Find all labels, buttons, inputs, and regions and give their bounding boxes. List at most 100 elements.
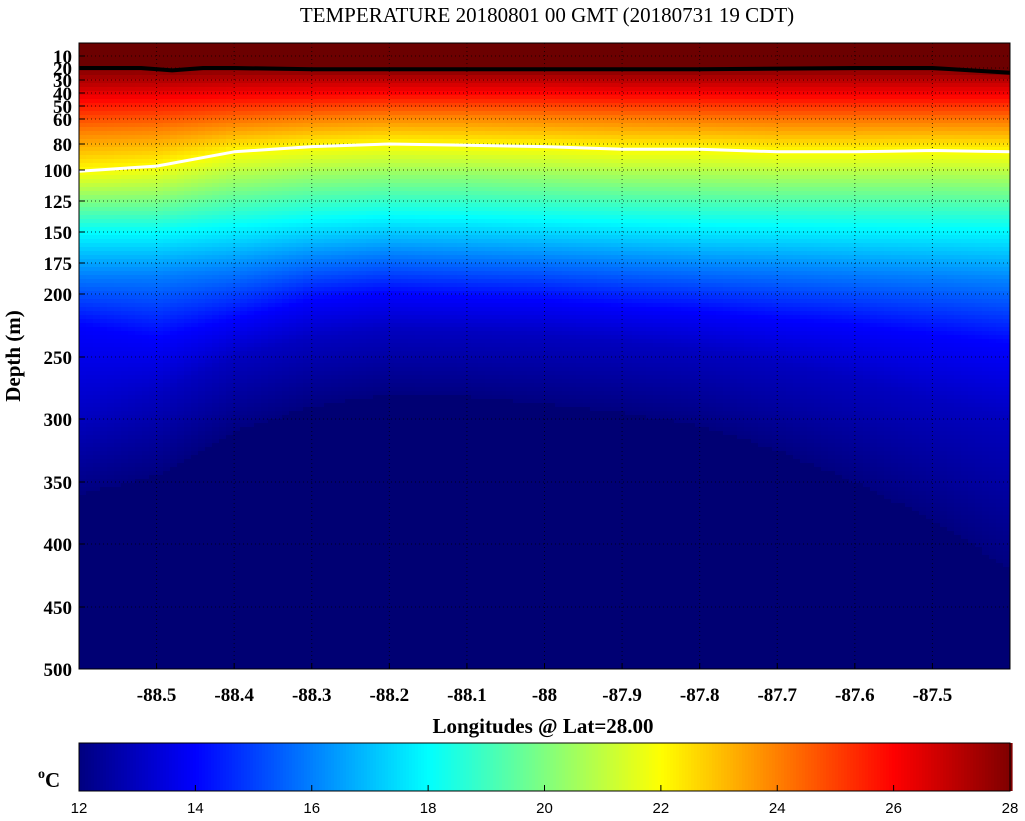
heatmap-cell [86,567,94,572]
heatmap-cell [128,283,136,288]
heatmap-cell [275,251,283,256]
heatmap-cell [170,59,178,64]
heatmap-cell [128,519,136,524]
heatmap-cell [275,55,283,60]
heatmap-cell [121,155,129,160]
heatmap-cell [93,335,101,340]
heatmap-cell [170,491,178,496]
heatmap-cell [191,331,199,336]
heatmap-cell [240,223,248,228]
heatmap-cell [128,75,136,80]
heatmap-cell [240,427,248,432]
heatmap-cell [93,191,101,196]
heatmap-cell [247,247,255,252]
heatmap-cell [247,203,255,208]
heatmap-cell [177,431,185,436]
heatmap-cell [268,503,276,508]
heatmap-cell [93,339,101,344]
heatmap-cell [184,127,192,132]
heatmap-cell [282,435,290,440]
heatmap-cell [275,167,283,172]
heatmap-cell [289,191,297,196]
heatmap-cell [198,91,206,96]
heatmap-cell [191,451,199,456]
heatmap-cell [163,631,171,636]
heatmap-cell [261,591,269,596]
heatmap-cell [177,279,185,284]
heatmap-cell [86,639,94,644]
heatmap-cell [240,547,248,552]
heatmap-cell [226,503,234,508]
heatmap-cell [289,503,297,508]
heatmap-cell [156,223,164,228]
heatmap-cell [212,183,220,188]
heatmap-cell [289,199,297,204]
heatmap-cell [289,183,297,188]
heatmap-cell [170,499,178,504]
heatmap-cell [93,623,101,628]
heatmap-cell [184,435,192,440]
heatmap-cell [79,179,87,184]
heatmap-cell [156,611,164,616]
heatmap-cell [289,223,297,228]
heatmap-cell [163,387,171,392]
heatmap-cell [261,71,269,76]
heatmap-cell [240,387,248,392]
heatmap-cell [114,87,122,92]
heatmap-cell [135,95,143,100]
heatmap-cell [93,263,101,268]
heatmap-cell [254,575,262,580]
heatmap-cell [226,427,234,432]
heatmap-cell [107,387,115,392]
heatmap-cell [79,215,87,220]
heatmap-cell [163,379,171,384]
heatmap-cell [240,575,248,580]
heatmap-cell [79,383,87,388]
heatmap-cell [191,383,199,388]
heatmap-cell [107,87,115,92]
heatmap-cell [128,387,136,392]
heatmap-cell [184,187,192,192]
heatmap-cell [226,195,234,200]
heatmap-cell [128,83,136,88]
heatmap-cell [212,503,220,508]
heatmap-cell [184,291,192,296]
heatmap-cell [107,523,115,528]
heatmap-cell [107,111,115,116]
heatmap-cell [247,555,255,560]
heatmap-cell [170,163,178,168]
heatmap-cell [86,243,94,248]
heatmap-cell [226,655,234,660]
heatmap-cell [191,507,199,512]
heatmap-cell [212,431,220,436]
heatmap-cell [142,79,150,84]
heatmap-cell [149,283,157,288]
heatmap-cell [177,79,185,84]
heatmap-cell [128,375,136,380]
heatmap-cell [156,479,164,484]
heatmap-cell [170,479,178,484]
heatmap-cell [142,171,150,176]
heatmap-cell [121,207,129,212]
heatmap-cell [163,571,171,576]
heatmap-cell [205,347,213,352]
heatmap-cell [86,279,94,284]
heatmap-cell [128,627,136,632]
heatmap-cell [114,267,122,272]
heatmap-cell [233,207,241,212]
heatmap-cell [268,195,276,200]
heatmap-cell [268,123,276,128]
heatmap-cell [114,295,122,300]
heatmap-cell [254,483,262,488]
heatmap-cell [289,107,297,112]
heatmap-cell [212,223,220,228]
heatmap-cell [156,311,164,316]
heatmap-cell [247,403,255,408]
heatmap-cell [149,179,157,184]
heatmap-cell [142,591,150,596]
heatmap-cell [114,395,122,400]
heatmap-cell [247,603,255,608]
heatmap-cell [289,79,297,84]
heatmap-cell [121,235,129,240]
heatmap-cell [170,463,178,468]
